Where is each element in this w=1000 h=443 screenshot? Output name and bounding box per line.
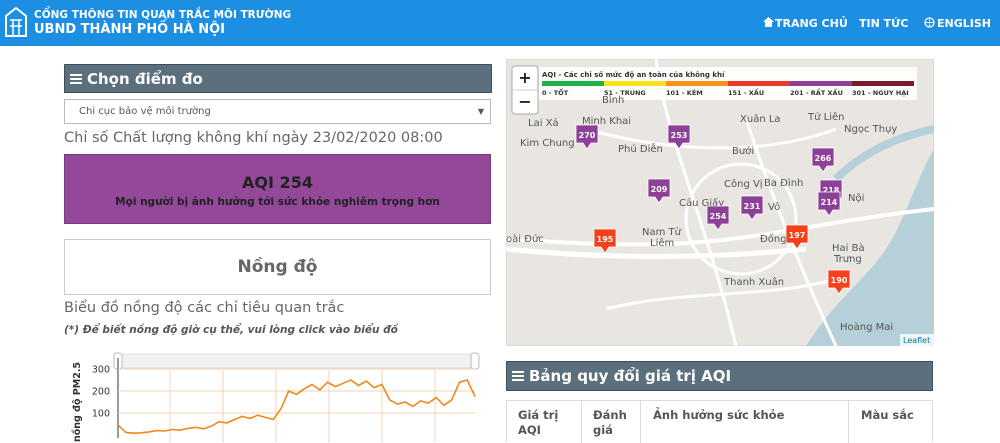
place-label: Nội (848, 192, 864, 204)
aqi-box: AQI 254 Mọi người bị ảnh hưởng tới sức k… (64, 154, 491, 224)
aqi-marker-label: 266 (815, 154, 832, 163)
slider-handle[interactable] (470, 352, 480, 370)
nav-link[interactable]: TIN TỨC (859, 17, 909, 30)
attribution-box (900, 334, 934, 346)
aqi-marker[interactable] (593, 228, 617, 254)
legend-label: 101 - KÉM (666, 88, 703, 97)
section-bar: Bảng quy đổi giá trị AQI (506, 361, 933, 391)
site-subtitle: UBND THÀNH PHỐ HÀ NỘI (34, 22, 225, 37)
aqi-marker-label: 190 (831, 276, 848, 285)
aqi-marker-label: 214 (821, 198, 838, 207)
aqi-marker-label: 197 (789, 231, 806, 240)
y-tick-label: 100 (92, 409, 110, 420)
aqi-message: Mọi người bị ảnh hưởng tới sức khỏe nghi… (115, 196, 440, 208)
site-title: CỔNG THÔNG TIN QUAN TRẮC MÔI TRƯỜNG (34, 9, 292, 21)
place-label: oài Đức (506, 233, 544, 245)
home-icon (763, 17, 774, 27)
header-bar: CỔNG THÔNG TIN QUAN TRẮC MÔI TRƯỜNG UBND… (0, 0, 1000, 46)
place-label: Ba Đình (764, 177, 803, 189)
place-label: Tứ Liên (807, 111, 844, 123)
place-label: Đống (760, 233, 787, 245)
concentration-box[interactable]: Nồng độ (64, 239, 491, 295)
aqi-marker[interactable] (575, 124, 599, 150)
select-value: Chi cục bảo vệ môi trường (79, 106, 211, 117)
table-header: Ảnh hưởng sức khỏe (653, 408, 785, 422)
section-title: Chọn điểm đo (87, 70, 203, 88)
aqi-value: AQI 254 (242, 173, 313, 192)
place-label: Kim Chung (520, 138, 575, 149)
section-bar: Chọn điểm đo (64, 64, 492, 93)
data-line (117, 379, 476, 435)
legend-swatch (542, 81, 604, 86)
place-label: Trưng (833, 254, 862, 265)
logo (5, 6, 27, 37)
place-label: Bưởi (732, 145, 754, 157)
aqi-table: Giá trị AQI Đánh giá Ảnh hưởng sức khỏe … (506, 400, 933, 443)
place-label: Công Vị (724, 178, 763, 190)
place-label: Phú Diễn (618, 142, 663, 155)
chart-note: (*) Để biết nồng độ giờ cụ thể, vui lòng… (64, 324, 398, 336)
legend-label: 201 - RẤT XẤU (790, 87, 843, 97)
concentration-title: Nồng độ (237, 257, 318, 277)
aqi-marker[interactable] (667, 124, 691, 150)
legend-swatch (852, 81, 914, 86)
table-header: Màu sắc (861, 408, 914, 422)
place-label: Hoàng Mai (840, 321, 893, 333)
nav-link[interactable]: TRANG CHỦ (775, 17, 848, 30)
aqi-marker-label: 209 (651, 185, 668, 194)
aqi-marker-label: 253 (671, 131, 688, 140)
aqi-marker-label: 231 (744, 202, 761, 211)
aqi-marker[interactable] (706, 205, 730, 231)
aqi-marker-label: 218 (823, 186, 840, 195)
aqi-marker[interactable] (740, 195, 764, 221)
legend-swatch (666, 81, 728, 86)
legend-swatch (604, 81, 666, 86)
aqi-marker-label: 195 (597, 235, 614, 244)
chart-heading: Biểu đồ nồng độ các chỉ tiêu quan trắc (64, 300, 345, 316)
globe-icon (924, 17, 935, 28)
place-label: Hai Bà (832, 242, 865, 254)
aqi-marker-label: 254 (710, 212, 727, 221)
range-slider[interactable] (117, 353, 476, 369)
place-label: Liêm (650, 237, 674, 249)
place-label: Xuân La (740, 113, 781, 125)
section-title: Bảng quy đổi giá trị AQI (529, 367, 732, 385)
place-label: Minh Khai (582, 116, 631, 127)
place-label: Ngọc Thụy (844, 124, 897, 135)
nav-link[interactable]: ENGLISH (937, 17, 991, 30)
place-label: Vô (768, 201, 780, 213)
legend-label: 51 - TRUNG (604, 89, 646, 97)
map[interactable]: + − AQI - Các chỉ số mức độ an toàn của kh… (506, 59, 934, 346)
legend-swatch (728, 81, 790, 86)
pm25-chart[interactable]: nồng độ PM2.5 100 200 300 (64, 350, 494, 442)
place-label: Bình (602, 94, 624, 106)
table-header: Giá trị AQI (518, 408, 559, 437)
place-label: Nam Từ (642, 226, 682, 238)
y-tick-label: 200 (92, 387, 110, 398)
zoom-button[interactable]: + (518, 68, 531, 87)
place-label: Lai Xá (528, 117, 559, 129)
legend-label: 151 - XẤU (728, 87, 764, 97)
aqi-heading: Chỉ số Chất lượng không khí ngày 23/02/2… (64, 130, 443, 146)
legend-swatch (790, 81, 852, 86)
aqi-marker[interactable] (827, 269, 851, 295)
zoom-button[interactable]: − (518, 92, 531, 111)
legend-label: 301 - NGUY HẠI (852, 89, 909, 97)
attribution: Leaflet (903, 336, 930, 345)
aqi-marker[interactable] (647, 178, 671, 204)
place-label: Thanh Xuân (723, 276, 784, 288)
aqi-marker[interactable] (817, 191, 841, 217)
aqi-marker[interactable] (785, 224, 809, 250)
legend-label: 0 - TỐT (542, 87, 569, 97)
station-select[interactable]: Chi cục bảo vệ môi trường ▼ (64, 99, 491, 124)
aqi-marker[interactable] (811, 147, 835, 173)
y-axis-label: nồng độ PM2.5 (72, 362, 83, 442)
y-tick-label: 300 (92, 365, 110, 376)
aqi-marker-label: 270 (579, 131, 596, 140)
legend-title: AQI - Các chỉ số mức độ an toàn của khôn… (542, 70, 725, 79)
table-header: Đánh giá (593, 408, 627, 437)
